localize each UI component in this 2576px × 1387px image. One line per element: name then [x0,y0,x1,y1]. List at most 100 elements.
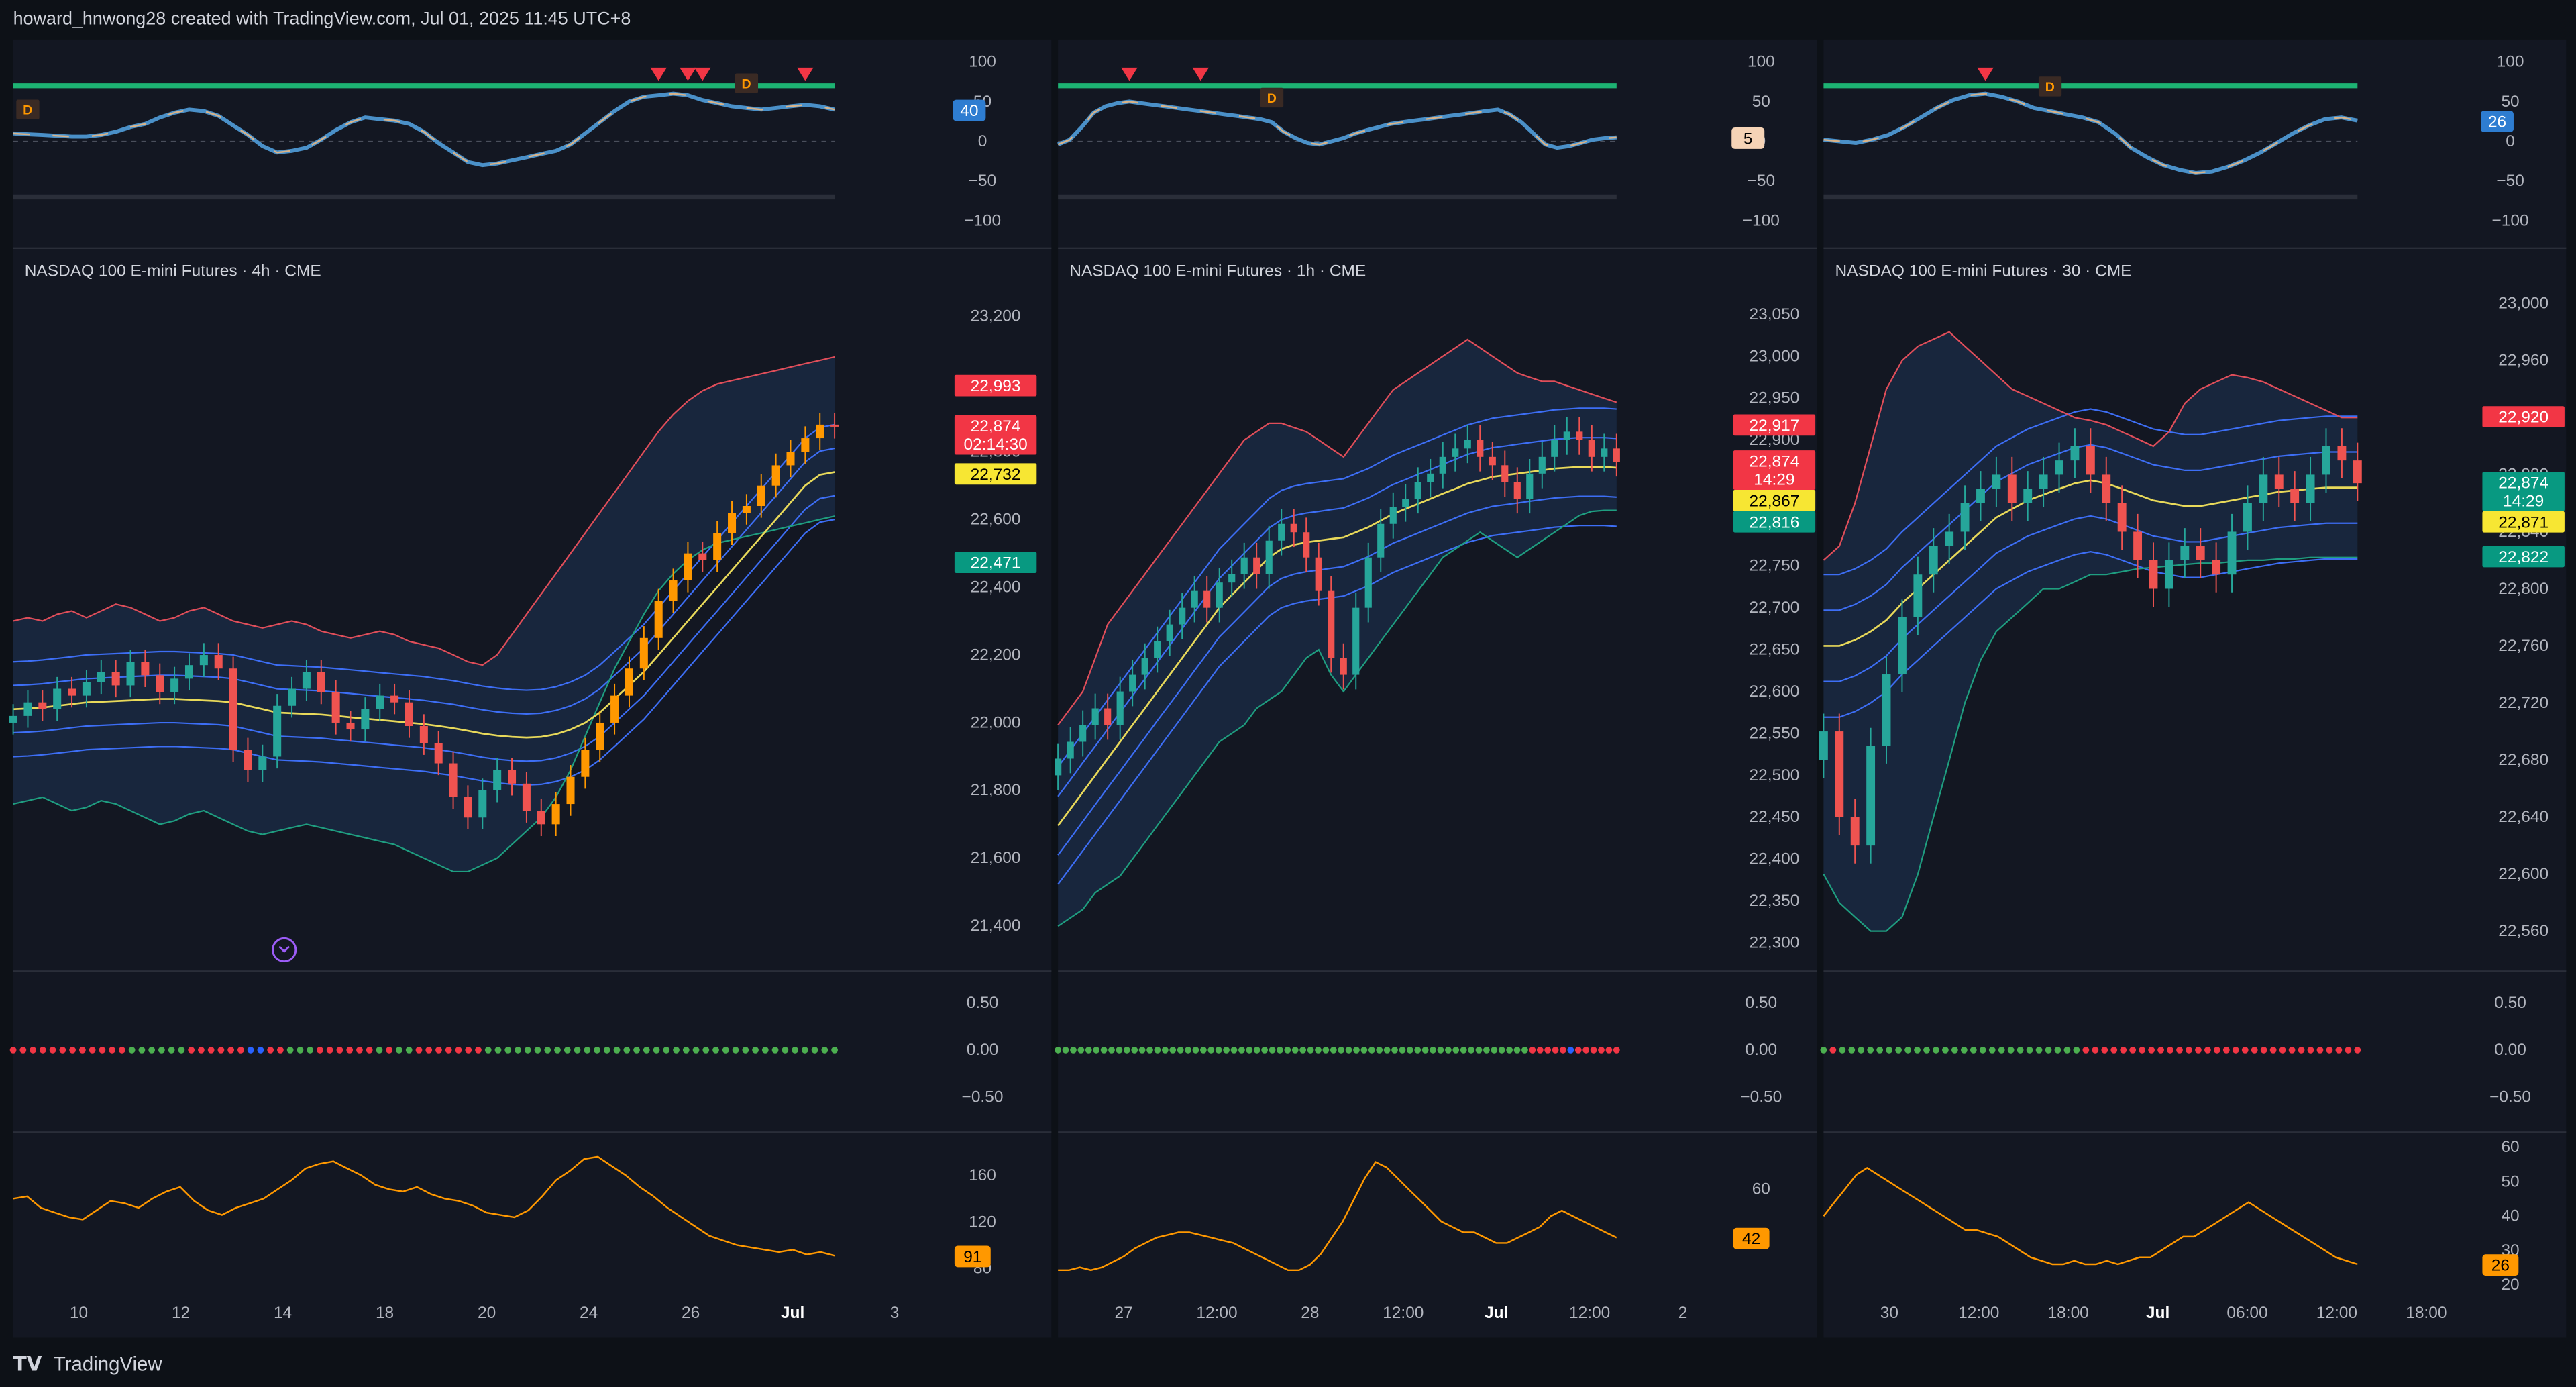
momentum-dot [1848,1047,1856,1054]
x-tick-label: 12:00 [1383,1304,1424,1322]
lower-envelope [13,515,835,873]
candle-body [1216,582,1223,608]
x-tick-label: 20 [478,1304,496,1322]
line-value-badge [1733,1227,1770,1249]
momentum-dot [1421,1047,1429,1054]
momentum-dot [1123,1047,1130,1054]
price-label-badge [954,552,1037,573]
candle-body [1613,448,1620,462]
momentum-dot [1552,1047,1559,1054]
candle-body [390,695,399,703]
momentum-dot [1322,1047,1330,1054]
momentum-dot [1077,1047,1085,1054]
candle-body [1945,531,1954,546]
candle-body [82,682,91,696]
momentum-dot [49,1047,56,1054]
momentum-dot [405,1047,413,1054]
candle-body [2259,474,2268,503]
momentum-dot [2204,1047,2211,1054]
candle-body [1364,557,1372,608]
price-tick-label: 22,760 [2498,637,2548,655]
momentum-dot [534,1047,541,1054]
osc-tick-label: −50 [969,172,997,190]
divergence-marker [735,73,759,93]
momentum-dot [1876,1047,1884,1054]
candle-body [2086,446,2095,475]
candle-body [2353,460,2362,484]
osc-tick-label: −50 [1748,172,1776,190]
line-tick-label: 20 [2501,1276,2519,1294]
momentum-dot [168,1047,175,1054]
candle-body [1452,448,1459,457]
momentum-dot [1238,1047,1245,1054]
momentum-dot [277,1047,284,1054]
momentum-dot [1988,1047,1996,1054]
candle-body [625,668,633,696]
divergence-label: D [742,77,751,92]
price-tick-label: 22,560 [2498,922,2548,940]
x-tick-label: 30 [1880,1304,1898,1322]
momentum-dot [1169,1047,1177,1054]
candle-body [537,811,545,825]
momentum-dot [317,1047,323,1054]
candle-body [1104,708,1112,725]
line-tick-label: 60 [1752,1180,1770,1198]
momentum-dot [792,1047,798,1054]
momentum-dot [2082,1047,2090,1054]
chart-panel-3[interactable]: 100 50 0 −50 −100 D 26 NASDAQ 100 E-mini Future… [1819,39,2567,1338]
candle-body [757,485,765,506]
candle-body [1538,456,1546,474]
momentum-dot [1839,1047,1846,1054]
momentum-dot [1291,1047,1299,1054]
momentum-dot [2035,1047,2043,1054]
keltner-band [13,423,835,691]
keltner-band [13,519,835,786]
price-tick-label: 22,200 [971,646,1021,664]
momentum-dot [1368,1047,1375,1054]
candle-body [1850,817,1860,846]
midline-ma [1057,466,1617,827]
momentum-dot [346,1047,354,1054]
candle-body [1866,746,1876,846]
candle-body [1898,617,1907,675]
momentum-dot [1951,1047,1958,1054]
momentum-dot [69,1047,76,1054]
x-tick-label: 18 [376,1304,394,1322]
momentum-dot [2213,1047,2220,1054]
price-tick-label: 23,000 [2498,295,2548,313]
momentum-dot [2288,1047,2296,1054]
candle-body [434,743,443,764]
candle-body [1477,440,1484,457]
momentum-dot [692,1047,700,1054]
candle-body [1352,607,1360,675]
momentum-dot [1933,1047,1939,1054]
x-tick-label: Jul [2146,1304,2169,1322]
momentum-dot [1513,1047,1521,1054]
arrow-circle-icon[interactable] [272,937,297,963]
price-tick-label: 22,350 [1749,892,1799,910]
momentum-dot [2007,1047,2015,1054]
price-tick-label: 22,640 [2498,808,2548,826]
tradingview-logo-icon[interactable]: 𝗧𝗩 [13,1352,42,1376]
momentum-dot [1284,1047,1291,1054]
candle-body [1464,440,1471,449]
momentum-dot [653,1047,660,1054]
candle-body [1377,523,1385,558]
candle-body [361,709,370,730]
momentum-dot [1131,1047,1138,1054]
price-label-badge [2482,472,2565,511]
momentum-dot [356,1047,363,1054]
snapshot-header: howard_hnwong28 created with TradingView… [13,9,631,30]
candle-body [816,424,824,439]
x-tick-label: 18:00 [2048,1304,2089,1322]
candle-body [2117,503,2127,532]
momentum-dot [1154,1047,1161,1054]
momentum-dot [257,1047,264,1054]
price-label-text: 22,920 [2498,409,2548,427]
candle-body [346,722,355,730]
momentum-dot [1560,1047,1566,1054]
candle-body [331,692,340,723]
